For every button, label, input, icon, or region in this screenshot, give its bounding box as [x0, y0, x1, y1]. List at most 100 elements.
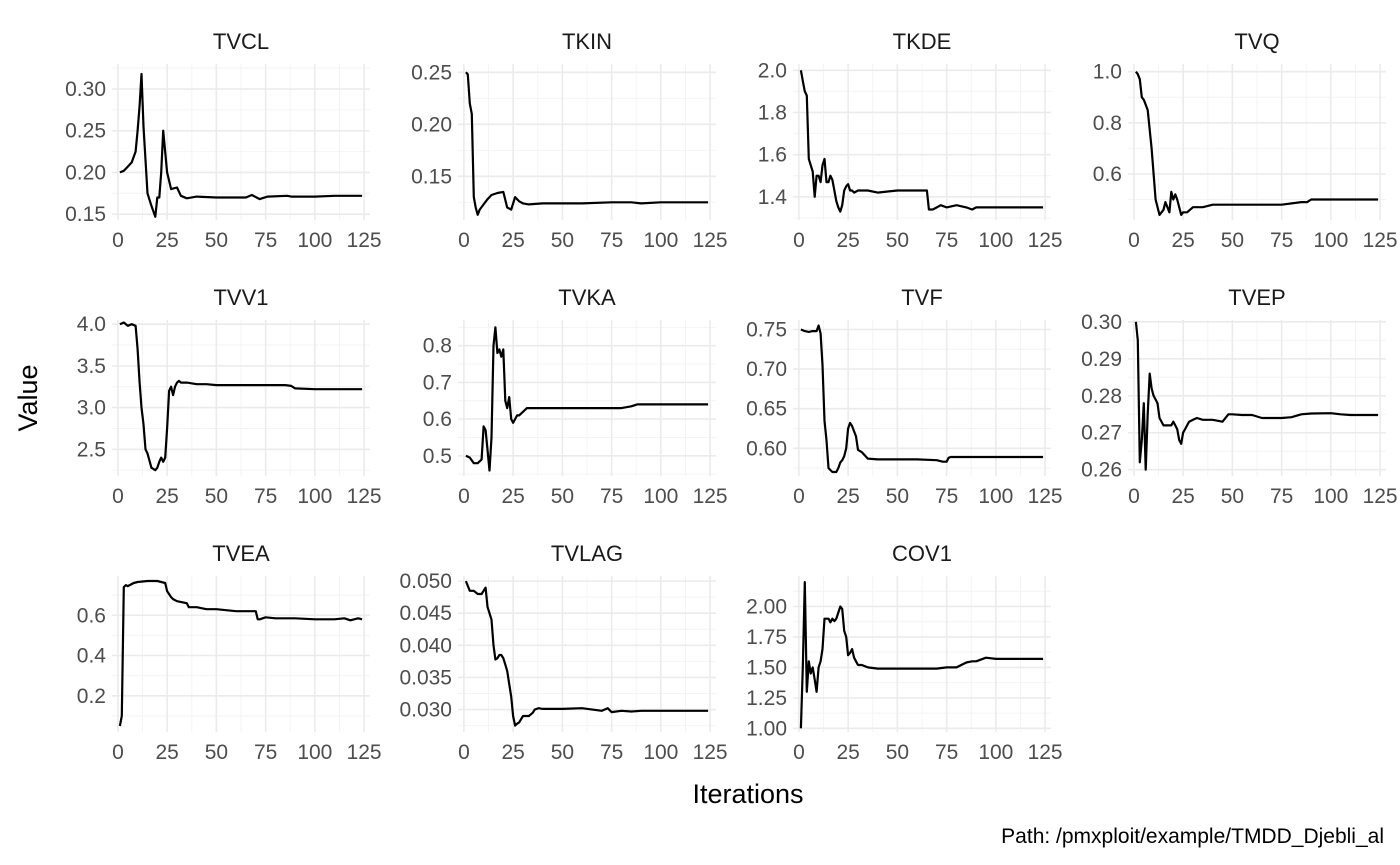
x-tick-label: 125 — [693, 741, 728, 764]
panel-tvka: 0 25 50 75 100 125 0.5 0.6 0.7 0.8 TVKA — [423, 285, 728, 508]
x-tick-label: 125 — [347, 229, 382, 252]
x-tick-label: 100 — [978, 229, 1013, 252]
x-tick-label: 75 — [935, 741, 958, 764]
x-tick-label: 125 — [693, 485, 728, 508]
x-tick-label: 0 — [793, 229, 805, 252]
x-tick-label: 25 — [836, 485, 859, 508]
panel-tvq: 0 25 50 75 100 125 0.6 0.8 1.0 TVQ — [1093, 29, 1398, 252]
x-tick-label: 125 — [1363, 229, 1398, 252]
y-tick-label: 0.6 — [1093, 163, 1122, 186]
x-tick-label: 75 — [1270, 229, 1293, 252]
y-tick-label: 3.0 — [77, 397, 106, 420]
y-tick-label: 0.29 — [1081, 348, 1122, 371]
x-tick-label: 50 — [551, 741, 574, 764]
x-tick-label: 125 — [347, 741, 382, 764]
y-tick-label: 0.15 — [411, 165, 452, 188]
x-tick-label: 75 — [254, 485, 277, 508]
x-tick-label: 75 — [1270, 485, 1293, 508]
x-tick-label: 125 — [347, 485, 382, 508]
y-tick-label: 0.26 — [1081, 459, 1122, 482]
y-axis-title: Value — [13, 364, 43, 431]
series-line-tvka — [465, 326, 709, 472]
x-tick-label: 0 — [112, 741, 124, 764]
x-tick-label: 100 — [643, 741, 678, 764]
series-line-tkde — [799, 70, 1044, 213]
y-tick-label: 0.030 — [399, 699, 452, 722]
x-tick-label: 0 — [793, 485, 805, 508]
y-tick-label: 0.6 — [423, 408, 452, 431]
x-tick-label: 50 — [551, 229, 574, 252]
panel-title-tvea: TVEA — [212, 541, 270, 566]
x-tick-label: 50 — [205, 485, 228, 508]
y-tick-label: 0.65 — [746, 398, 787, 421]
panel-title-tvcl: TVCL — [213, 29, 269, 54]
y-tick-label: 0.30 — [1081, 311, 1122, 334]
y-tick-label: 0.25 — [411, 61, 452, 84]
y-tick-label: 0.6 — [77, 604, 106, 627]
x-tick-label: 25 — [501, 741, 524, 764]
x-tick-label: 50 — [1221, 485, 1244, 508]
x-tick-label: 100 — [978, 741, 1013, 764]
x-tick-label: 25 — [501, 485, 524, 508]
y-tick-label: 3.5 — [77, 355, 106, 378]
panel-title-tvf: TVF — [901, 285, 943, 310]
x-tick-label: 50 — [551, 485, 574, 508]
series-line-tvcl — [119, 72, 363, 218]
y-tick-label: 0.28 — [1081, 385, 1122, 408]
x-tick-label: 75 — [935, 485, 958, 508]
x-tick-label: 75 — [600, 229, 623, 252]
panel-title-cov1: COV1 — [892, 541, 952, 566]
x-tick-label: 100 — [643, 485, 678, 508]
y-tick-label: 1.0 — [1093, 61, 1122, 84]
x-tick-label: 25 — [501, 229, 524, 252]
x-tick-label: 0 — [458, 741, 470, 764]
y-tick-label: 1.50 — [746, 656, 787, 679]
x-tick-label: 25 — [155, 741, 178, 764]
x-tick-label: 50 — [886, 741, 909, 764]
x-tick-label: 100 — [297, 229, 332, 252]
panel-tvlag: 0 25 50 75 100 125 0.030 0.035 0.040 0.045 0.050 TV… — [399, 541, 727, 764]
x-tick-label: 75 — [254, 229, 277, 252]
x-tick-label: 125 — [1363, 485, 1398, 508]
x-tick-label: 0 — [458, 485, 470, 508]
y-tick-label: 0.25 — [65, 120, 106, 143]
x-tick-label: 100 — [1313, 485, 1348, 508]
y-tick-label: 0.045 — [399, 602, 452, 625]
x-tick-label: 50 — [886, 485, 909, 508]
x-tick-label: 125 — [1028, 741, 1063, 764]
panel-title-tvv1: TVV1 — [213, 285, 268, 310]
y-tick-label: 2.5 — [77, 438, 106, 461]
y-tick-label: 0.70 — [746, 358, 787, 381]
x-tick-label: 75 — [600, 485, 623, 508]
x-tick-label: 25 — [836, 741, 859, 764]
y-tick-label: 0.20 — [411, 113, 452, 136]
y-tick-label: 0.035 — [399, 666, 452, 689]
x-tick-label: 0 — [458, 229, 470, 252]
panel-tvf: 0 25 50 75 100 125 0.60 0.65 0.70 0.75 TVF — [746, 285, 1062, 508]
y-tick-label: 0.60 — [746, 437, 787, 460]
x-tick-label: 50 — [1221, 229, 1244, 252]
x-tick-label: 0 — [1128, 485, 1140, 508]
series-line-tvlag — [464, 580, 709, 727]
y-tick-label: 0.30 — [65, 78, 106, 101]
x-tick-label: 125 — [693, 229, 728, 252]
series-line-tvf — [800, 324, 1044, 474]
panel-title-tvep: TVEP — [1228, 285, 1285, 310]
series-line-tvea — [118, 579, 363, 727]
panels-group: 0 25 50 75 100 125 0.15 0.20 0.25 0.30 TVCL 0 25 50 75… — [65, 29, 1397, 764]
y-tick-label: 0.8 — [423, 335, 452, 358]
y-tick-label: 0.15 — [65, 203, 106, 226]
panel-tvea: 0 25 50 75 100 125 0.2 0.4 0.6 TVEA — [77, 541, 382, 764]
x-tick-label: 0 — [1128, 229, 1140, 252]
panel-title-tvlag: TVLAG — [551, 541, 623, 566]
panel-title-tvq: TVQ — [1234, 29, 1279, 54]
y-tick-label: 1.25 — [746, 687, 787, 710]
x-tick-label: 100 — [297, 741, 332, 764]
caption: Path: /pmxploit/example/TMDD_Djebli_al — [1001, 825, 1384, 848]
y-tick-label: 0.050 — [399, 570, 452, 593]
panel-tkin: 0 25 50 75 100 125 0.15 0.20 0.25 TKIN — [411, 29, 727, 252]
y-tick-label: 2.00 — [746, 595, 787, 618]
x-tick-label: 0 — [112, 229, 124, 252]
series-line-tvv1 — [119, 321, 363, 472]
